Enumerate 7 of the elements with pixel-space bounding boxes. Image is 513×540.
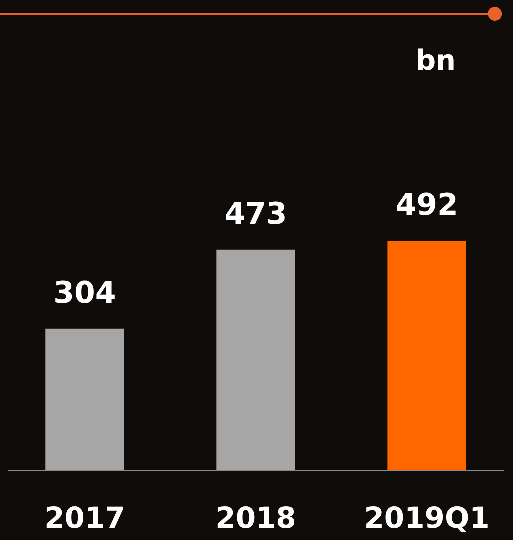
data-label: 473	[224, 196, 288, 232]
data-label: 304	[54, 276, 116, 311]
x-tick-label: 2017	[44, 501, 126, 535]
data-label: 492	[396, 188, 458, 223]
x-tick-label: 2019Q1	[364, 501, 490, 535]
text: bn	[416, 44, 456, 77]
x-tick-label: 2018	[216, 501, 296, 535]
